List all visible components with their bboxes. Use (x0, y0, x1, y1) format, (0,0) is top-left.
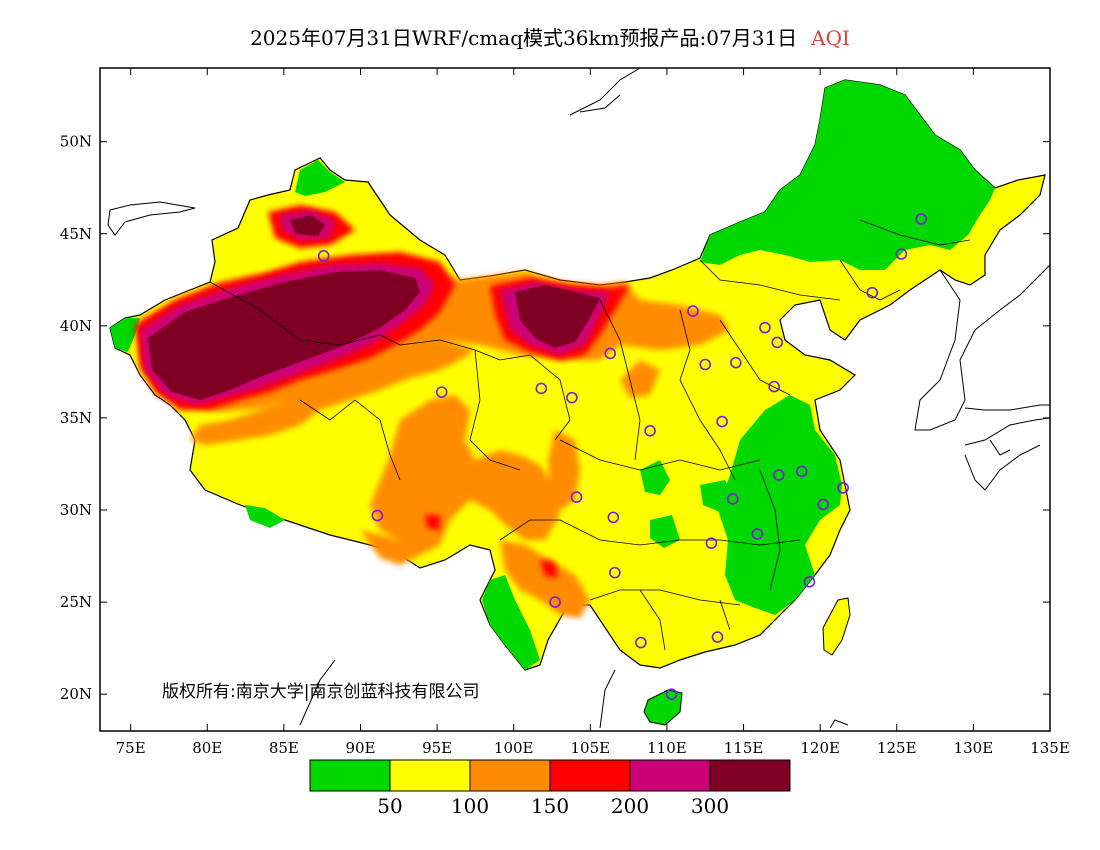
legend-label: 100 (451, 794, 489, 818)
legend-swatch (629, 759, 711, 792)
station-marker (803, 576, 816, 588)
zone-green-southwest (482, 575, 540, 670)
station-marker (730, 356, 742, 369)
lon-tick-label: 110E (647, 739, 687, 757)
lat-tick-label: 40N (60, 317, 92, 335)
legend-label: 150 (531, 794, 569, 818)
legend-swatch (389, 759, 471, 792)
station-marker (716, 415, 728, 428)
lon-tick-label: 75E (116, 739, 146, 757)
station-marker (644, 425, 656, 437)
station-marker (705, 537, 718, 549)
zone-green-west (110, 318, 140, 352)
longitude-axis: 75E 80E 85E 90E 95E 100E 105E 110E 115E 120E 125E 1… (116, 68, 1070, 757)
zone-green-tibet (245, 505, 285, 528)
lat-tick-label: 45N (60, 225, 92, 243)
station-marker (607, 511, 620, 524)
station-marker (566, 391, 578, 404)
legend-swatch (709, 759, 791, 792)
taiwan-island (822, 597, 851, 656)
station-marker (895, 248, 908, 260)
station-marker (535, 382, 548, 395)
map-area: 版权所有:南京大学|南京创蓝科技有限公司 (107, 68, 1050, 729)
station-marker (768, 380, 780, 393)
station-marker (699, 358, 712, 371)
lat-tick-label: 30N (60, 501, 92, 519)
station-marker (772, 469, 785, 481)
legend-swatch (309, 759, 391, 792)
copyright-text: 版权所有:南京大学|南京创蓝科技有限公司 (162, 682, 479, 702)
zone-maroon-group (148, 215, 600, 400)
legend-label: 50 (377, 794, 402, 818)
station-marker (635, 636, 647, 649)
legend-swatch (549, 759, 631, 792)
lon-tick-label: 130E (954, 739, 994, 757)
latitude-axis: 50N 45N 40N 35N 30N 25N 20N (60, 133, 1050, 703)
lon-tick-label: 80E (192, 739, 222, 757)
station-marker (665, 688, 678, 700)
station-marker (759, 321, 771, 334)
lon-tick-label: 90E (345, 739, 375, 757)
title-main: 2025年07月31日WRF/cmaq模式36km预报产品:07月31日 (250, 26, 798, 50)
zone-green-northeast (700, 80, 995, 270)
station-marker (549, 596, 561, 608)
station-marker (751, 528, 764, 540)
station-marker (435, 386, 448, 398)
color-legend: 50 100 150 200 300 (309, 759, 791, 818)
lat-tick-label: 25N (60, 593, 92, 611)
station-marker (317, 250, 330, 262)
map-title: 2025年07月31日WRF/cmaq模式36km预报产品:07月31日 AQI (0, 22, 1100, 51)
station-marker (727, 493, 739, 505)
station-markers (317, 213, 928, 700)
lon-tick-label: 85E (269, 739, 299, 757)
legend-label: 200 (611, 794, 649, 818)
lon-tick-label: 95E (422, 739, 452, 757)
lon-tick-label: 100E (494, 739, 534, 757)
zone-green-northwest (295, 160, 345, 196)
lon-tick-label: 135E (1030, 739, 1070, 757)
station-marker (795, 465, 808, 478)
lat-tick-label: 50N (60, 133, 92, 151)
lon-tick-label: 120E (800, 739, 840, 757)
title-variable: AQI (811, 26, 850, 50)
lat-tick-label: 20N (60, 685, 92, 703)
legend-swatch (469, 759, 551, 792)
zone-green-central (640, 460, 735, 548)
province-boundaries (209, 219, 971, 651)
lon-tick-label: 125E (877, 739, 917, 757)
zone-green-east (718, 395, 842, 615)
station-marker (687, 305, 699, 317)
coastlines (107, 68, 1050, 729)
station-marker (711, 631, 724, 643)
lon-tick-label: 115E (724, 739, 764, 757)
station-marker (371, 509, 384, 522)
legend-label: 300 (691, 794, 729, 818)
station-marker (866, 286, 879, 299)
station-marker (837, 482, 849, 494)
lon-tick-label: 105E (571, 739, 611, 757)
map-frame (99, 67, 1051, 732)
station-marker (604, 347, 617, 360)
station-marker (570, 491, 583, 503)
station-marker (609, 566, 621, 579)
station-marker (817, 498, 830, 511)
station-marker (915, 213, 928, 225)
lat-tick-label: 35N (60, 409, 92, 427)
station-marker (771, 336, 784, 349)
